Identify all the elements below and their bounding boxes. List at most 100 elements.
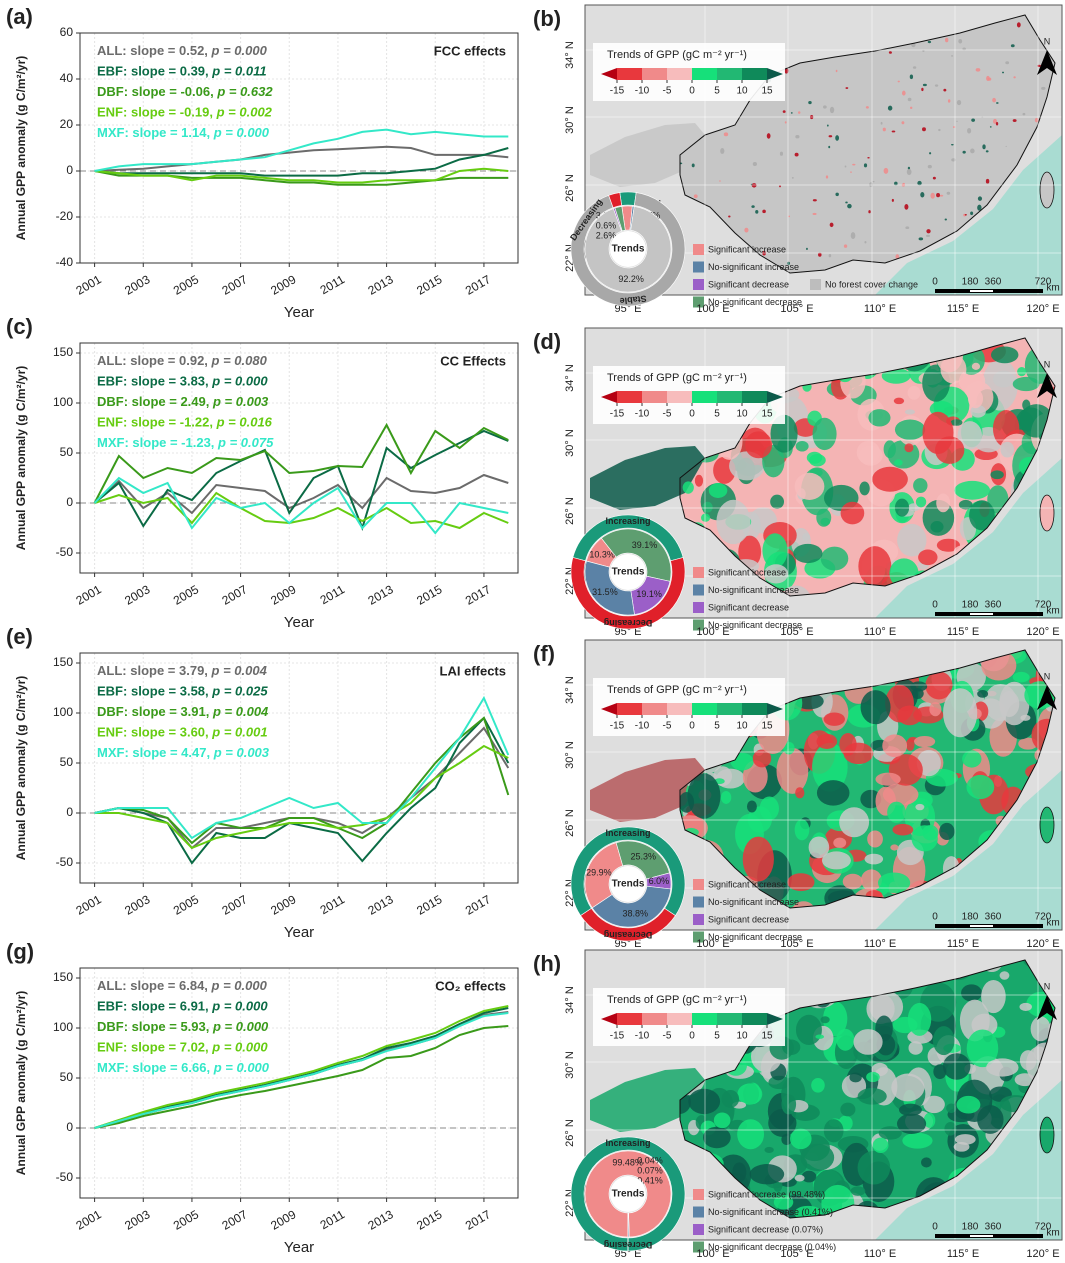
donut-value-label: 0.41% xyxy=(637,1175,663,1185)
panel-label: (a) xyxy=(6,4,33,29)
x-tick-label: 2015 xyxy=(414,582,444,608)
map-patch xyxy=(929,702,942,717)
map-patch xyxy=(863,163,868,168)
map-patch xyxy=(745,431,773,459)
map-patch xyxy=(795,1014,822,1046)
x-tick-label: 2001 xyxy=(74,892,104,918)
map-patch xyxy=(1005,61,1010,65)
map-patch xyxy=(932,1026,955,1056)
map-patch xyxy=(936,538,961,552)
colorbar-title: Trends of GPP (gC m⁻² yr⁻¹) xyxy=(607,994,747,1006)
legend-swatch xyxy=(693,584,704,596)
series-stat: MXF: slope = 4.47, p = 0.003 xyxy=(97,745,270,760)
map-patch xyxy=(907,1002,932,1036)
colorbar-end xyxy=(767,1013,783,1025)
colorbar-segment xyxy=(742,391,767,403)
map-patch xyxy=(737,1083,763,1105)
series-p: p = 0.002 xyxy=(216,105,273,120)
map-patch xyxy=(797,111,801,114)
colorbar-tick-label: 0 xyxy=(689,721,695,732)
series-p: p = 0.011 xyxy=(211,64,266,79)
map-patch xyxy=(932,176,936,180)
legend-swatch xyxy=(693,914,704,925)
x-tick-label: 2003 xyxy=(122,892,152,918)
map-patch xyxy=(752,749,772,768)
series-line xyxy=(94,1012,509,1129)
colorbar-tick-label: -5 xyxy=(663,86,672,97)
map-patch xyxy=(975,68,981,72)
colorbar-end xyxy=(767,391,783,403)
colorbar-segment xyxy=(717,703,742,715)
series-stat: EBF: slope = 3.58, p = 0.025 xyxy=(97,684,268,699)
donut-outer-label: Increasing xyxy=(605,828,650,838)
map-patch xyxy=(794,472,825,500)
map-patch xyxy=(966,1029,999,1068)
series-p: p = 0.000 xyxy=(213,125,270,140)
map-patch xyxy=(958,499,973,510)
map-patch xyxy=(918,549,938,566)
donut-value-label: 0.6% xyxy=(596,220,617,230)
map-patch xyxy=(880,121,883,125)
map-patch xyxy=(912,66,917,69)
region-outline xyxy=(679,959,1056,1219)
map-patch xyxy=(939,822,955,841)
map-patch xyxy=(901,121,905,125)
map-patch xyxy=(820,546,849,571)
map-patch xyxy=(922,127,926,132)
scale-label: 0 xyxy=(932,277,938,288)
series-stat: ALL: slope = 0.92, p = 0.080 xyxy=(97,353,268,368)
map-patch xyxy=(791,177,794,179)
map-patch xyxy=(995,102,999,104)
series-name: ALL: xyxy=(97,353,127,368)
map-patch xyxy=(907,385,921,400)
donut-value-label: 25.3% xyxy=(631,851,657,861)
x-tick-label: 2013 xyxy=(366,582,396,608)
series-stat: DBF: slope = 5.93, p = 0.000 xyxy=(97,1019,269,1034)
north-arrow xyxy=(1037,373,1057,398)
map-patch xyxy=(812,199,817,202)
chart-title: CO₂ effects xyxy=(435,978,506,993)
map-patch xyxy=(808,836,830,859)
map-patch xyxy=(708,483,728,498)
map-patch xyxy=(852,163,856,166)
series-name: ENF: xyxy=(97,415,127,430)
map-patch xyxy=(1013,76,1016,79)
series-p: p = 0.025 xyxy=(211,684,268,699)
donut-value-label: 99.48% xyxy=(612,1157,643,1167)
legend-label: Significant increase xyxy=(708,244,786,254)
map-patch xyxy=(934,84,939,87)
colorbar-segment xyxy=(667,391,692,403)
map-patch xyxy=(883,167,889,174)
legend-label: No-significant decrease xyxy=(708,297,802,307)
map-patch xyxy=(842,873,863,890)
map-patch xyxy=(967,127,972,134)
lon-label: 115° E xyxy=(947,626,979,638)
map-patch xyxy=(718,180,722,182)
map-patch xyxy=(943,688,978,738)
lat-label: 26° N xyxy=(564,497,576,525)
map-patch xyxy=(755,209,759,214)
legend-swatch xyxy=(693,619,704,631)
north-label: N xyxy=(1044,359,1051,369)
series-slope: slope = 3.83, xyxy=(131,374,209,389)
map-patch xyxy=(788,215,791,218)
map-patch xyxy=(1012,119,1017,122)
lon-label: 115° E xyxy=(947,1248,979,1260)
map-patch xyxy=(985,150,989,153)
map-patch xyxy=(680,162,683,165)
colorbar-tick-label: 10 xyxy=(736,409,748,420)
donut-center-label: Trends xyxy=(612,567,645,578)
lat-label: 26° N xyxy=(564,174,576,202)
map-patch xyxy=(936,193,941,198)
scale-label: 720 xyxy=(1035,1222,1052,1233)
map-patch xyxy=(729,451,765,481)
map-patch xyxy=(800,1143,835,1172)
lat-label: 26° N xyxy=(564,809,576,837)
series-p: p = 0.000 xyxy=(213,1060,270,1075)
scale-bar-white xyxy=(970,290,993,292)
lon-label: 120° E xyxy=(1026,303,1059,315)
scale-label: 0 xyxy=(932,1222,938,1233)
series-p: p = 0.632 xyxy=(216,84,273,99)
map-patch xyxy=(964,213,967,216)
map-patch xyxy=(759,796,780,821)
